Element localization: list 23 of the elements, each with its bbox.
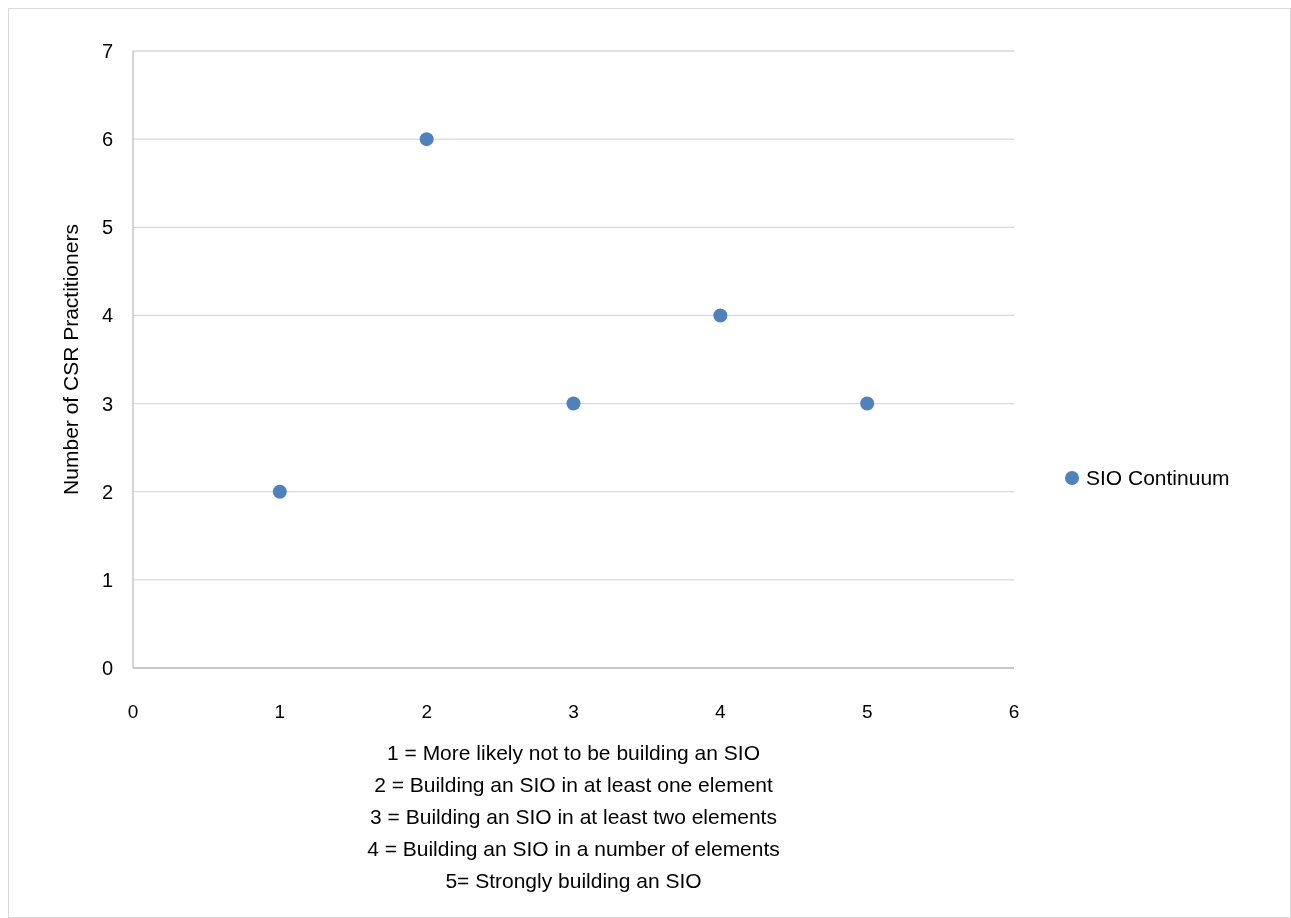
x-axis-title: 1 = More likely not to be building an SIO 2 = Building an SIO in at least one element 3 = Building an SIO in at least two elements 4 = Building an SIO in a number of elements 5= Strongly building an SIO — [367, 741, 780, 892]
x-tick-label: 5 — [861, 701, 873, 722]
y-tick-label: 4 — [101, 304, 113, 327]
x-tick-label: 6 — [1008, 701, 1020, 722]
y-tick-label: 1 — [101, 568, 113, 591]
x-tick-label: 1 — [274, 701, 286, 722]
point — [419, 132, 434, 147]
point — [860, 396, 875, 411]
y-tick-label: 2 — [101, 480, 113, 503]
x-tick-label: 0 — [127, 701, 139, 722]
x-tick-label: 3 — [568, 701, 579, 722]
y-tick-label: 5 — [101, 216, 113, 239]
point — [566, 396, 581, 411]
x-tick-label: 2 — [421, 701, 432, 722]
point — [713, 308, 728, 323]
legend-label: SIO Continuum — [1086, 466, 1230, 490]
point — [272, 484, 287, 499]
y-tick-label: 6 — [101, 128, 113, 151]
y-tick-label: 0 — [101, 657, 113, 679]
y-axis-title: Number of CSR Practitioners — [59, 224, 82, 495]
y-tick-label: 3 — [101, 392, 113, 415]
x-tick-label: 4 — [715, 701, 727, 722]
y-tick-label: 7 — [101, 40, 113, 62]
